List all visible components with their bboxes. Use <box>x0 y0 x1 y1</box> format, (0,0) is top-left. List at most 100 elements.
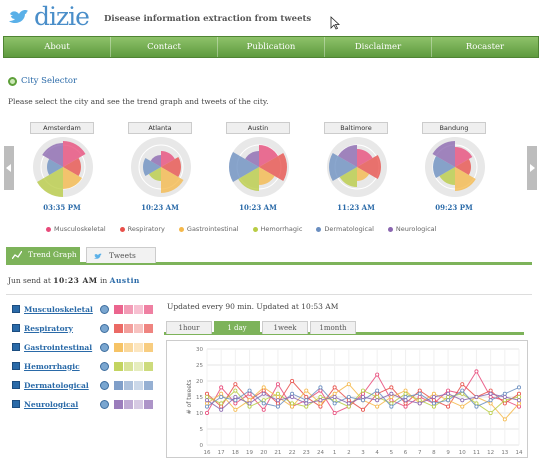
data-point <box>332 395 337 400</box>
site-tagline: Disease information extraction from twee… <box>104 14 312 24</box>
data-point <box>247 388 252 393</box>
city-card[interactable]: Atlanta 10:23 AM <box>118 120 202 215</box>
period-tabs: 1hour 1 day 1week 1month <box>164 321 524 335</box>
globe-icon[interactable] <box>100 399 109 409</box>
legend-item: Hemorrhagic <box>252 225 302 233</box>
rose-slice <box>238 167 259 191</box>
main-nav: About Contact Publication Disclaimer Roc… <box>3 36 539 58</box>
city-time[interactable]: 10:23 AM <box>239 203 277 212</box>
data-point <box>219 385 224 390</box>
globe-icon[interactable] <box>100 361 109 371</box>
nav-disclaimer[interactable]: Disclaimer <box>325 37 432 57</box>
data-point <box>417 395 422 400</box>
rose-slice <box>357 149 373 167</box>
category-link[interactable]: Hemorrhagic <box>24 361 80 371</box>
period-tab-1hour[interactable]: 1hour <box>166 321 212 334</box>
city-time[interactable]: 09:23 PM <box>435 203 473 212</box>
data-point <box>417 398 422 403</box>
data-point <box>290 379 295 384</box>
period-tab-1day[interactable]: 1 day <box>214 321 260 334</box>
city-name: Austin <box>226 122 290 134</box>
category-row: Dermatological <box>12 379 154 391</box>
tab-trend-graph[interactable]: Trend Graph <box>6 247 80 263</box>
rose-slice <box>337 145 357 167</box>
data-point <box>403 404 408 409</box>
data-point <box>389 404 394 409</box>
category-checkbox[interactable] <box>12 400 20 408</box>
city-time[interactable]: 10:23 AM <box>141 203 179 212</box>
view-tabs: Trend Graph Tweets <box>6 247 532 265</box>
legend-item: Respiratory <box>119 225 165 233</box>
x-tick-label: 13 <box>501 450 508 456</box>
globe-icon[interactable] <box>100 342 109 352</box>
data-point <box>219 401 224 406</box>
data-point <box>488 401 493 406</box>
x-tick-label: 8 <box>432 450 436 456</box>
period-tab-1week[interactable]: 1week <box>262 321 308 334</box>
data-point <box>304 395 309 400</box>
category-link[interactable]: Dermatological <box>24 380 89 390</box>
tab-tweets-label: Tweets <box>109 251 136 260</box>
divider <box>6 294 532 295</box>
globe-icon[interactable] <box>100 380 109 390</box>
category-link[interactable]: Gastrointestinal <box>24 342 93 352</box>
data-point <box>247 391 252 396</box>
city-name: Amsterdam <box>30 122 94 134</box>
color-swatch <box>134 361 143 371</box>
category-link[interactable]: Respiratory <box>24 323 73 333</box>
nav-publication[interactable]: Publication <box>218 37 325 57</box>
city-card[interactable]: Bandung 09:23 PM <box>412 120 496 215</box>
color-swatch <box>144 361 153 371</box>
data-point <box>389 391 394 396</box>
city-card[interactable]: Austin 10:23 AM <box>216 120 300 215</box>
category-checkbox[interactable] <box>12 324 20 332</box>
legend-dot <box>46 226 51 232</box>
category-checkbox[interactable] <box>12 305 20 313</box>
category-checkbox[interactable] <box>12 362 20 370</box>
nav-contact[interactable]: Contact <box>111 37 218 57</box>
city-selector-label: City Selector <box>21 76 78 86</box>
city-card[interactable]: Baltimore 11:23 AM <box>314 120 398 215</box>
nav-about[interactable]: About <box>4 37 111 57</box>
category-checkbox[interactable] <box>12 381 20 389</box>
data-point <box>247 404 252 409</box>
x-tick-label: 21 <box>274 450 281 456</box>
y-axis-label: # of tweets <box>186 380 193 415</box>
status-time: 10:23 AM <box>53 276 98 285</box>
color-swatch <box>134 380 143 390</box>
data-point <box>219 391 224 396</box>
data-point <box>332 398 337 403</box>
data-point <box>261 391 266 396</box>
globe-icon[interactable] <box>100 304 109 314</box>
trend-graph: 30 25 20 15 10 5 0 16 17 18 19 20 21 22 23 24 1 2 3 4 5 6 7 8 9 1… <box>166 340 528 458</box>
x-tick-label: 2 <box>347 450 351 456</box>
city-rose-chart <box>229 137 289 197</box>
city-time[interactable]: 03:35 PM <box>43 203 81 212</box>
rose-slice <box>150 155 161 167</box>
category-link[interactable]: Neurological <box>24 399 79 409</box>
data-point <box>346 401 351 406</box>
legend-dot <box>252 226 258 232</box>
tab-tweets[interactable]: Tweets <box>86 247 156 263</box>
category-checkbox[interactable] <box>12 343 20 351</box>
carousel-prev-button[interactable] <box>4 146 14 190</box>
data-point <box>290 401 295 406</box>
data-point <box>360 388 365 393</box>
rose-slice <box>439 167 455 185</box>
data-point <box>346 398 351 403</box>
data-point <box>304 398 309 403</box>
data-point <box>502 398 507 403</box>
data-point <box>261 401 266 406</box>
period-tab-1month[interactable]: 1month <box>310 321 356 334</box>
data-point <box>332 401 337 406</box>
carousel-next-button[interactable] <box>527 146 537 190</box>
nav-rocaster[interactable]: Rocaster <box>465 42 505 52</box>
city-card[interactable]: Amsterdam 03:35 PM <box>20 120 104 215</box>
city-time[interactable]: 11:23 AM <box>337 203 375 212</box>
status-city[interactable]: Austin <box>109 276 140 285</box>
category-link[interactable]: Musculoskeletal <box>24 304 93 314</box>
color-swatch <box>144 342 153 352</box>
globe-icon[interactable] <box>100 323 109 333</box>
site-logo[interactable]: dizie <box>34 2 90 31</box>
data-point <box>431 391 436 396</box>
